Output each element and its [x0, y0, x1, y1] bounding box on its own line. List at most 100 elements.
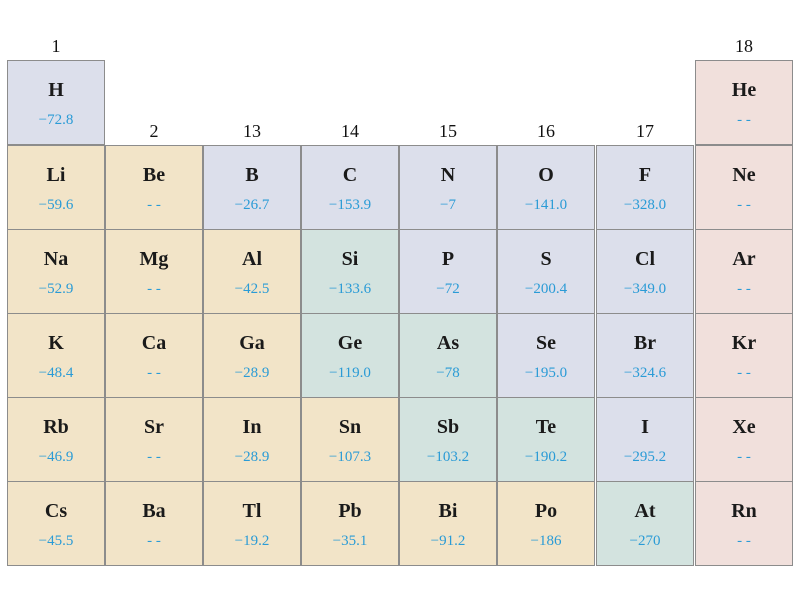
element-cell-in: In −28.9 — [203, 397, 301, 482]
element-cell-ca: Ca - - — [105, 313, 203, 398]
group-label-17: 17 — [636, 121, 654, 141]
element-symbol: Tl — [242, 500, 262, 522]
element-symbol: Bi — [438, 500, 458, 522]
element-value: −42.5 — [234, 281, 270, 297]
element-value: - - — [147, 197, 161, 213]
element-value: −72.8 — [38, 112, 74, 128]
element-cell-h: H −72.8 — [7, 60, 105, 145]
element-cell-tl: Tl −19.2 — [203, 481, 301, 566]
element-symbol: Rb — [43, 416, 69, 438]
element-cell-as: As −78 — [399, 313, 497, 398]
element-value: −78 — [436, 365, 460, 381]
element-symbol: Sb — [436, 416, 460, 438]
element-cell-he: He - - — [695, 60, 793, 145]
element-cell-k: K −48.4 — [7, 313, 105, 398]
element-cell-sr: Sr - - — [105, 397, 203, 482]
element-value: −7 — [440, 197, 456, 213]
element-cell-cl: Cl −349.0 — [596, 229, 694, 314]
element-cell-ga: Ga −28.9 — [203, 313, 301, 398]
element-cell-po: Po −186 — [497, 481, 595, 566]
element-symbol: H — [48, 79, 64, 101]
group-label-2: 2 — [149, 121, 159, 141]
group-label-1: 1 — [51, 36, 61, 56]
element-cell-mg: Mg - - — [105, 229, 203, 314]
element-symbol: Ar — [732, 248, 756, 270]
element-value: - - — [147, 281, 161, 297]
element-symbol: Sn — [338, 416, 362, 438]
element-symbol: Be — [142, 164, 166, 186]
element-value: −349.0 — [623, 281, 667, 297]
element-value: - - — [737, 533, 751, 549]
element-cell-se: Se −195.0 — [497, 313, 595, 398]
group-label-14: 14 — [341, 121, 359, 141]
element-symbol: Se — [536, 332, 556, 354]
element-cell-li: Li −59.6 — [7, 145, 105, 230]
element-value: −141.0 — [524, 197, 568, 213]
element-value: −45.5 — [38, 533, 74, 549]
group-label-16: 16 — [537, 121, 555, 141]
element-symbol: Sr — [144, 416, 164, 438]
element-symbol: O — [538, 164, 554, 186]
element-value: −26.7 — [234, 197, 270, 213]
element-cell-at: At −270 — [596, 481, 694, 566]
element-value: −52.9 — [38, 281, 74, 297]
element-value: −59.6 — [38, 197, 74, 213]
element-value: −103.2 — [426, 449, 470, 465]
element-value: - - — [737, 449, 751, 465]
element-symbol: F — [638, 164, 652, 186]
element-value: −270 — [629, 533, 661, 549]
element-cell-si: Si −133.6 — [301, 229, 399, 314]
element-value: - - — [147, 449, 161, 465]
element-symbol: Rn — [731, 500, 757, 522]
element-symbol: Ne — [732, 164, 756, 186]
element-value: −186 — [530, 533, 562, 549]
group-label-18: 18 — [735, 36, 753, 56]
element-cell-kr: Kr - - — [695, 313, 793, 398]
element-symbol: N — [440, 164, 456, 186]
element-cell-ba: Ba - - — [105, 481, 203, 566]
element-symbol: Mg — [139, 248, 169, 270]
element-symbol: Al — [242, 248, 262, 270]
element-value: −153.9 — [328, 197, 372, 213]
element-value: −328.0 — [623, 197, 667, 213]
group-label-15: 15 — [439, 121, 457, 141]
element-symbol: Te — [535, 416, 557, 438]
element-value: −91.2 — [430, 533, 466, 549]
element-symbol: Kr — [731, 332, 757, 354]
element-symbol: Ge — [337, 332, 363, 354]
element-symbol: As — [436, 332, 460, 354]
element-cell-te: Te −190.2 — [497, 397, 595, 482]
element-symbol: At — [634, 500, 656, 522]
element-value: −119.0 — [329, 365, 371, 381]
element-symbol: Ca — [141, 332, 167, 354]
element-symbol: Po — [534, 500, 558, 522]
element-symbol: Cs — [44, 500, 68, 522]
element-cell-i: I −295.2 — [596, 397, 694, 482]
element-symbol: Ba — [142, 500, 166, 522]
element-value: −72 — [436, 281, 460, 297]
element-cell-ar: Ar - - — [695, 229, 793, 314]
element-symbol: Xe — [732, 416, 756, 438]
element-value: - - — [737, 112, 751, 128]
element-value: - - — [737, 365, 751, 381]
element-value: −46.9 — [38, 449, 74, 465]
element-cell-sb: Sb −103.2 — [399, 397, 497, 482]
element-symbol: In — [242, 416, 262, 438]
element-symbol: He — [731, 79, 757, 101]
element-cell-xe: Xe - - — [695, 397, 793, 482]
element-cell-ne: Ne - - — [695, 145, 793, 230]
element-value: - - — [147, 365, 161, 381]
element-symbol: Ga — [239, 332, 265, 354]
element-value: −295.2 — [623, 449, 667, 465]
element-cell-sn: Sn −107.3 — [301, 397, 399, 482]
element-value: −35.1 — [332, 533, 368, 549]
element-value: −190.2 — [524, 449, 568, 465]
element-symbol: Cl — [635, 248, 655, 270]
element-value: −324.6 — [623, 365, 667, 381]
element-value: - - — [147, 533, 161, 549]
element-symbol: Pb — [338, 500, 362, 522]
element-symbol: P — [441, 248, 455, 270]
element-value: - - — [737, 281, 751, 297]
element-symbol: Na — [43, 248, 69, 270]
